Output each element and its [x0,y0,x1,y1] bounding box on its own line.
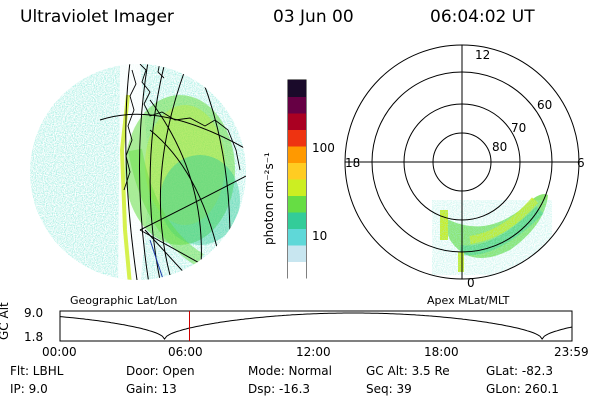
colorbar-band [288,129,306,147]
colorbar-band [288,212,306,229]
left-panel-caption: Geographic Lat/Lon [70,294,178,307]
mlat-label-70: 70 [511,121,527,135]
status-glon: GLon: 260.1 [486,382,559,396]
status-mode: Mode: Normal [248,364,332,378]
mlt-label-18: 18 [345,156,361,170]
colorbar-band [288,228,306,246]
colorbar-band [288,195,306,213]
xtick-0000: 00:00 [42,345,77,359]
status-door: Door: Open [126,364,195,378]
status-gain: Gain: 13 [126,382,177,396]
xtick-1800: 18:00 [424,345,459,359]
mlat-label-60: 60 [537,98,553,112]
status-dsp: Dsp: -16.3 [248,382,311,396]
colorbar-band [288,245,306,262]
colorbar-band [288,113,306,130]
colorbar-band [288,96,306,114]
altitude-curve [59,312,573,340]
geographic-image [30,64,246,280]
altitude-plot [59,310,573,342]
status-seq: Seq: 39 [366,382,412,396]
status-gc-alt: GC Alt: 3.5 Re [366,364,450,378]
right-panel-caption: Apex MLat/MLT [427,294,510,307]
polar-grid [344,44,580,280]
status-filter: Flt: LBHL [10,364,64,378]
mlt-label-0: 0 [467,276,475,290]
time-label: 06:04:02 UT [430,7,535,27]
colorbar-band [288,179,306,196]
instrument-title: Ultraviolet Imager [20,7,174,27]
colorbar-band [288,146,306,163]
xtick-2359: 23:59 [554,345,589,359]
colorbar-unit-label: photon cm⁻²s⁻¹ [262,152,276,245]
xtick-0600: 06:00 [168,345,203,359]
xtick-1200: 12:00 [296,345,331,359]
colorbar-band [288,80,306,97]
colorbar-tick-100: 100 [312,141,335,155]
altitude-ylabel: GC Alt [0,302,11,340]
altitude-ytick-top: 9.0 [24,306,44,320]
altitude-ytick-bottom: 1.8 [24,330,44,344]
status-glat: GLat: -82.3 [486,364,553,378]
polar-image [432,194,552,275]
altitude-plot-frame [59,310,573,342]
mlat-label-80: 80 [492,140,508,154]
status-ip: IP: 9.0 [10,382,48,396]
colorbar-tick-10: 10 [312,229,328,243]
colorbar-band [288,261,306,279]
mlt-label-12: 12 [475,48,491,62]
date-label: 03 Jun 00 [273,7,354,27]
colorbar-band [288,162,306,180]
mlt-label-6: 6 [577,156,585,170]
